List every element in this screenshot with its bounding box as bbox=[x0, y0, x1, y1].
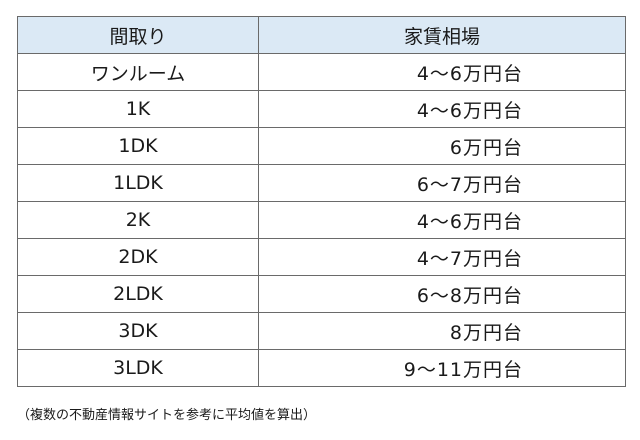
header-layout: 間取り bbox=[17, 16, 259, 54]
layout-cell: 3DK bbox=[17, 312, 259, 350]
layout-cell: 1DK bbox=[17, 127, 259, 165]
rent-cell: 8万円台 bbox=[258, 312, 626, 350]
table-header-row: 間取り 家賃相場 bbox=[17, 16, 626, 54]
rent-cell: 4～6万円台 bbox=[258, 90, 626, 128]
table-row: 3LDK 9～11万円台 bbox=[17, 349, 626, 387]
table-row: 1K 4～6万円台 bbox=[17, 90, 626, 128]
rent-cell: 4～6万円台 bbox=[258, 201, 626, 239]
table-row: 3DK 8万円台 bbox=[17, 312, 626, 350]
table-row: 1LDK 6～7万円台 bbox=[17, 164, 626, 202]
layout-cell: ワンルーム bbox=[17, 53, 259, 91]
layout-cell: 3LDK bbox=[17, 349, 259, 387]
source-note: （複数の不動産情報サイトを参考に平均値を算出） bbox=[17, 408, 317, 423]
rent-cell: 6～7万円台 bbox=[258, 164, 626, 202]
header-rent: 家賃相場 bbox=[258, 16, 626, 54]
layout-cell: 2DK bbox=[17, 238, 259, 276]
table-row: ワンルーム 4～6万円台 bbox=[17, 53, 626, 91]
table-row: 1DK 6万円台 bbox=[17, 127, 626, 165]
layout-cell: 1LDK bbox=[17, 164, 259, 202]
layout-cell: 2LDK bbox=[17, 275, 259, 313]
layout-cell: 1K bbox=[17, 90, 259, 128]
rent-cell: 6万円台 bbox=[258, 127, 626, 165]
rent-table: 間取り 家賃相場 ワンルーム 4～6万円台 1K 4～6万円台 1DK 6万円台… bbox=[17, 16, 626, 387]
rent-cell: 4～7万円台 bbox=[258, 238, 626, 276]
table-row: 2K 4～6万円台 bbox=[17, 201, 626, 239]
rent-cell: 4～6万円台 bbox=[258, 53, 626, 91]
layout-cell: 2K bbox=[17, 201, 259, 239]
table-row: 2LDK 6～8万円台 bbox=[17, 275, 626, 313]
table-row: 2DK 4～7万円台 bbox=[17, 238, 626, 276]
rent-cell: 6～8万円台 bbox=[258, 275, 626, 313]
rent-cell: 9～11万円台 bbox=[258, 349, 626, 387]
